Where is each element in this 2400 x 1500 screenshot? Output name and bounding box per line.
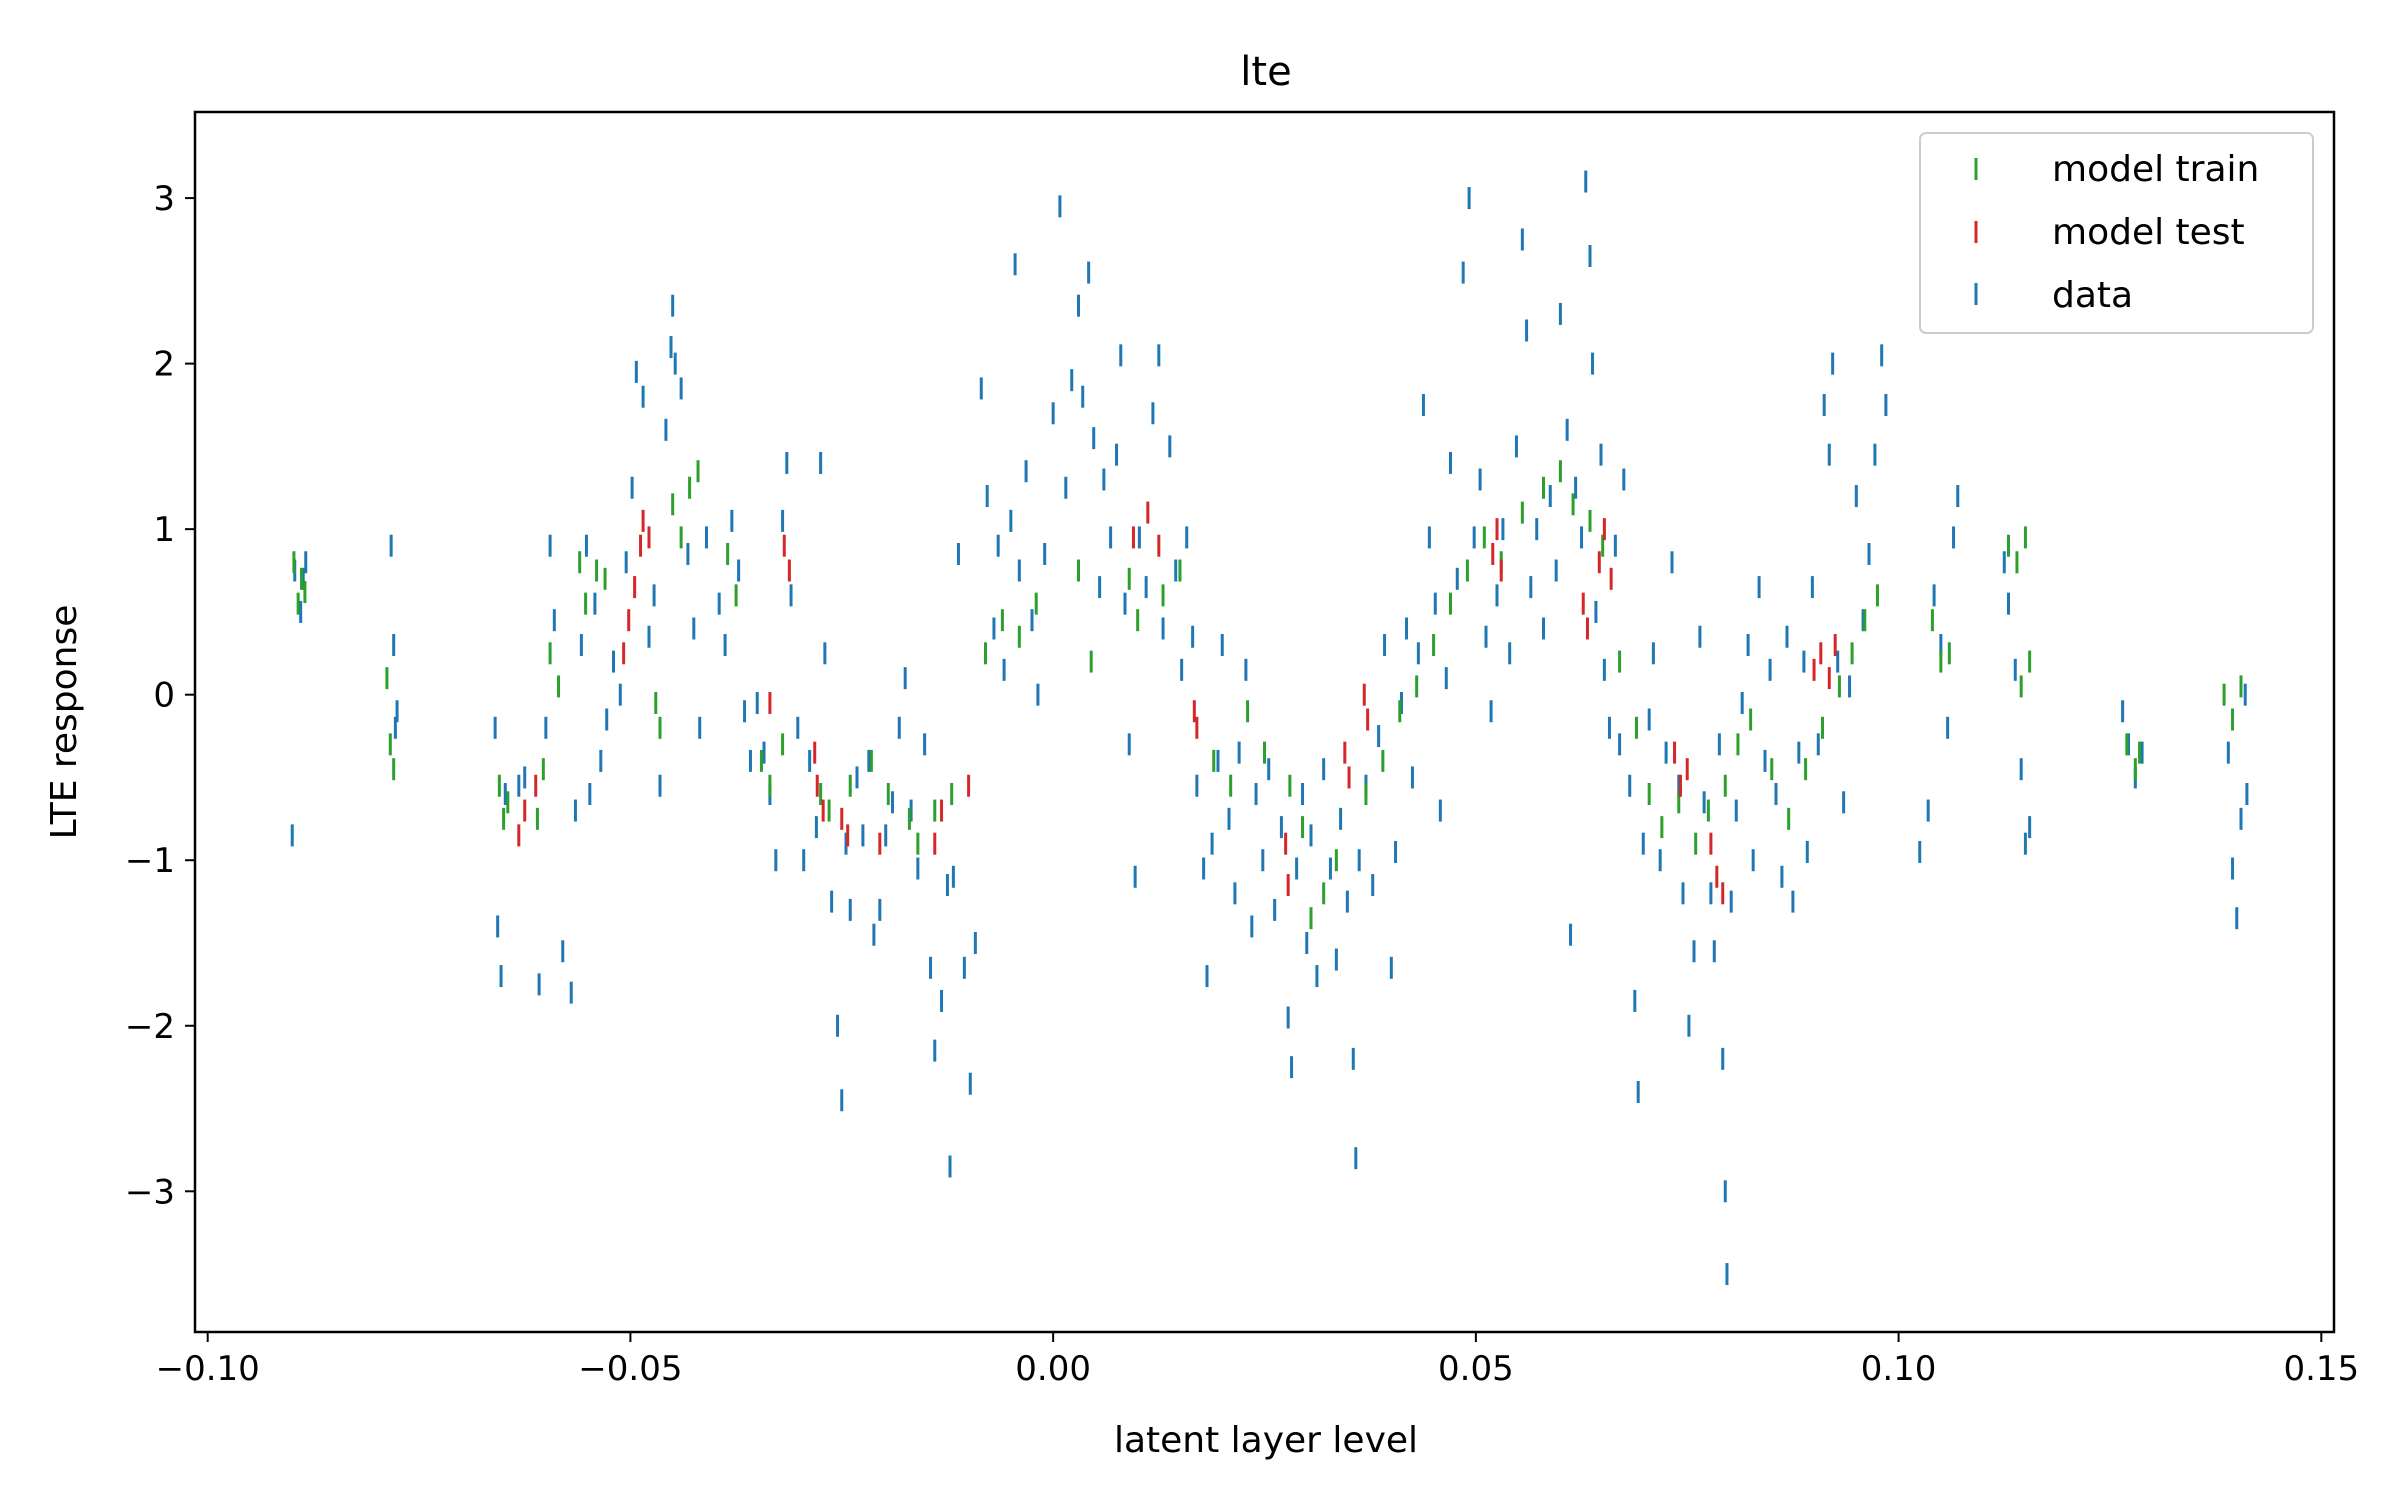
y-tick-label: 0 <box>153 676 175 716</box>
x-tick-label: 0.15 <box>2283 1349 2359 1389</box>
plot-area <box>290 170 2249 1286</box>
legend-label-model-test: model test <box>2052 212 2245 253</box>
y-axis-label: LTE response <box>44 605 85 840</box>
x-axis: −0.10 −0.05 0.00 0.05 0.10 0.15 <box>156 1332 2359 1389</box>
series-model-test <box>517 501 1837 905</box>
y-tick-label: −1 <box>125 841 175 881</box>
y-tick-label: 1 <box>153 510 175 550</box>
y-tick-label: −2 <box>125 1007 175 1047</box>
x-tick-label: −0.05 <box>578 1349 682 1389</box>
y-tick-label: 2 <box>153 345 175 385</box>
y-tick-label: 3 <box>153 179 175 219</box>
x-tick-label: 0.05 <box>1438 1349 1514 1389</box>
legend: model train model test data <box>1919 132 2314 334</box>
legend-label-data: data <box>2052 275 2133 316</box>
chart-title: lte <box>1240 49 1291 95</box>
y-tick-label: −3 <box>125 1172 175 1212</box>
series-data <box>290 170 2249 1286</box>
legend-box <box>1919 132 2314 334</box>
series-model-train <box>292 460 2243 930</box>
x-tick-label: 0.10 <box>1861 1349 1937 1389</box>
x-axis-label: latent layer level <box>1114 1420 1418 1461</box>
plot-frame <box>193 110 2336 1334</box>
x-tick-label: 0.00 <box>1015 1349 1091 1389</box>
y-axis: −3 −2 −1 0 1 2 3 <box>125 179 195 1212</box>
legend-label-model-train: model train <box>2052 149 2259 190</box>
x-tick-label: −0.10 <box>156 1349 260 1389</box>
